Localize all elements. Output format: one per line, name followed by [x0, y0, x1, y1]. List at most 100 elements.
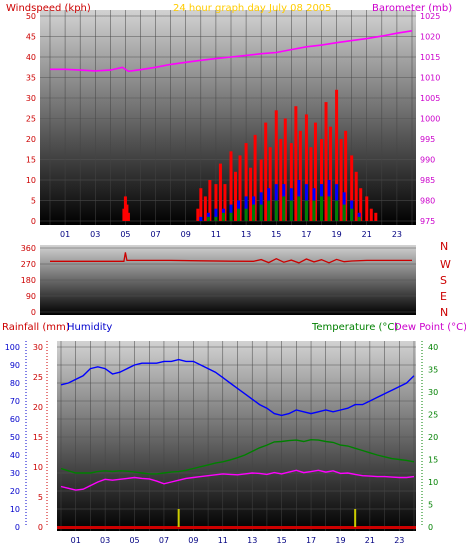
wind-x-tick-label: 17	[301, 230, 311, 239]
windspeed-bar	[244, 143, 248, 221]
direction-grid	[40, 247, 416, 313]
windspeed-green-bar	[297, 196, 301, 221]
windspeed-bar	[234, 171, 238, 221]
windspeed-bar	[329, 126, 333, 221]
wind-y-tick-label: 25	[26, 115, 36, 124]
windspeed-green-bar	[274, 200, 278, 221]
wind-x-tick-label: 09	[181, 230, 191, 239]
climate-x-tick-label: 11	[218, 536, 228, 545]
windspeed-bar	[354, 171, 358, 221]
windspeed-green-bar	[259, 204, 263, 221]
wind-y-tick-label: 45	[26, 33, 36, 42]
temperature-axis-label: Temperature (°C)	[311, 322, 398, 333]
windspeed-bar	[259, 159, 263, 221]
compass-label-4: N	[440, 306, 448, 319]
barometer-y-tick-label: 1020	[420, 33, 440, 42]
wind-y-tick-label: 35	[26, 74, 36, 83]
humidity-y-tick-label: 0	[15, 523, 20, 532]
rainfall-y-tick-label: 25	[33, 373, 43, 382]
climate-x-tick-label: 17	[306, 536, 316, 545]
compass-label-0: N	[440, 240, 448, 253]
humidity-axis-label: Humidity	[67, 322, 112, 333]
direction-y-tick-label: 360	[21, 244, 36, 253]
barometer-y-tick-label: 985	[420, 176, 435, 185]
dewpoint-axis-label: Dew Point (°C)	[394, 322, 466, 333]
windspeed-green-bar	[327, 196, 331, 221]
windspeed-bar	[199, 188, 203, 221]
humidity-y-tick-label: 10	[10, 505, 20, 514]
wind-y-tick-label: 50	[26, 12, 36, 21]
windspeed-bar	[339, 139, 343, 221]
windspeed-bar	[229, 151, 233, 221]
wind-x-tick-label: 19	[331, 230, 341, 239]
temperature-y-tick-label: 20	[428, 433, 438, 442]
windspeed-green-bar	[312, 200, 316, 221]
temperature-y-tick-label: 40	[428, 343, 438, 352]
windspeed-green-bar	[335, 200, 339, 221]
climate-x-tick-label: 21	[365, 536, 375, 545]
humidity-y-tick-label: 70	[10, 397, 20, 406]
axis-ticks: 0510152025303540455097598098599099510001…	[5, 12, 441, 545]
wind-x-tick-label: 23	[392, 230, 402, 239]
windspeed-green-bar	[304, 200, 308, 221]
humidity-y-tick-label: 50	[10, 433, 20, 442]
compass-label-2: S	[440, 274, 447, 287]
windspeed-green-bar	[229, 212, 233, 221]
temperature-y-tick-label: 25	[428, 411, 438, 420]
rainfall-y-tick-label: 20	[33, 403, 43, 412]
windspeed-bar	[203, 196, 207, 221]
climate-x-tick-label: 19	[335, 536, 345, 545]
climate-x-tick-label: 23	[394, 536, 404, 545]
rainfall-y-tick-label: 10	[33, 463, 43, 472]
windspeed-bar	[374, 212, 378, 221]
windspeed-bar	[218, 163, 222, 221]
barometer-y-tick-label: 980	[420, 197, 435, 206]
barometer-line	[50, 30, 413, 73]
wind-x-tick-label: 13	[241, 230, 251, 239]
direction-y-tick-label: 270	[21, 260, 36, 269]
wind-x-tick-label: 01	[60, 230, 70, 239]
wind-marks	[50, 30, 413, 221]
climate-x-tick-label: 09	[188, 536, 198, 545]
climate-marks	[57, 358, 416, 529]
windspeed-bar	[335, 89, 339, 221]
windspeed-green-bar	[350, 208, 354, 221]
wind-panel-bg	[40, 10, 416, 225]
windspeed-green-bar	[267, 200, 271, 221]
wind-x-tick-label: 05	[120, 230, 130, 239]
temperature-y-tick-label: 10	[428, 478, 438, 487]
windspeed-bar	[279, 139, 283, 221]
windspeed-bar	[304, 114, 308, 221]
wind-y-tick-label: 10	[26, 176, 36, 185]
windspeed-bar	[359, 188, 363, 221]
windspeed-bar	[253, 134, 257, 221]
barometer-y-tick-label: 975	[420, 217, 435, 226]
direction-y-tick-label: 0	[31, 308, 36, 317]
windspeed-bar	[294, 106, 298, 221]
humidity-line	[60, 358, 415, 417]
wind-y-tick-label: 15	[26, 156, 36, 165]
windspeed-blue-bar	[214, 208, 218, 221]
windspeed-green-bar	[289, 200, 293, 221]
windspeed-green-bar	[237, 208, 241, 221]
windspeed-bar	[196, 208, 200, 221]
climate-x-tick-label: 13	[247, 536, 257, 545]
humidity-y-tick-label: 60	[10, 415, 20, 424]
direction-y-tick-label: 90	[26, 292, 36, 301]
wind-x-tick-label: 07	[150, 230, 160, 239]
windspeed-bar	[365, 196, 369, 221]
windspeed-bar	[289, 143, 293, 221]
direction-marks	[50, 252, 412, 264]
windspeed-bar	[208, 180, 212, 221]
climate-x-tick-label: 15	[277, 536, 287, 545]
wind-y-tick-label: 0	[31, 217, 36, 226]
climate-panel-bg	[57, 341, 416, 531]
windspeed-blue-bar	[199, 216, 203, 221]
humidity-y-tick-label: 20	[10, 487, 20, 496]
windspeed-bar	[264, 122, 268, 221]
direction-y-tick-label: 180	[21, 276, 36, 285]
windspeed-bar	[309, 147, 313, 221]
windspeed-bar	[313, 122, 317, 221]
windspeed-bar	[214, 184, 218, 221]
